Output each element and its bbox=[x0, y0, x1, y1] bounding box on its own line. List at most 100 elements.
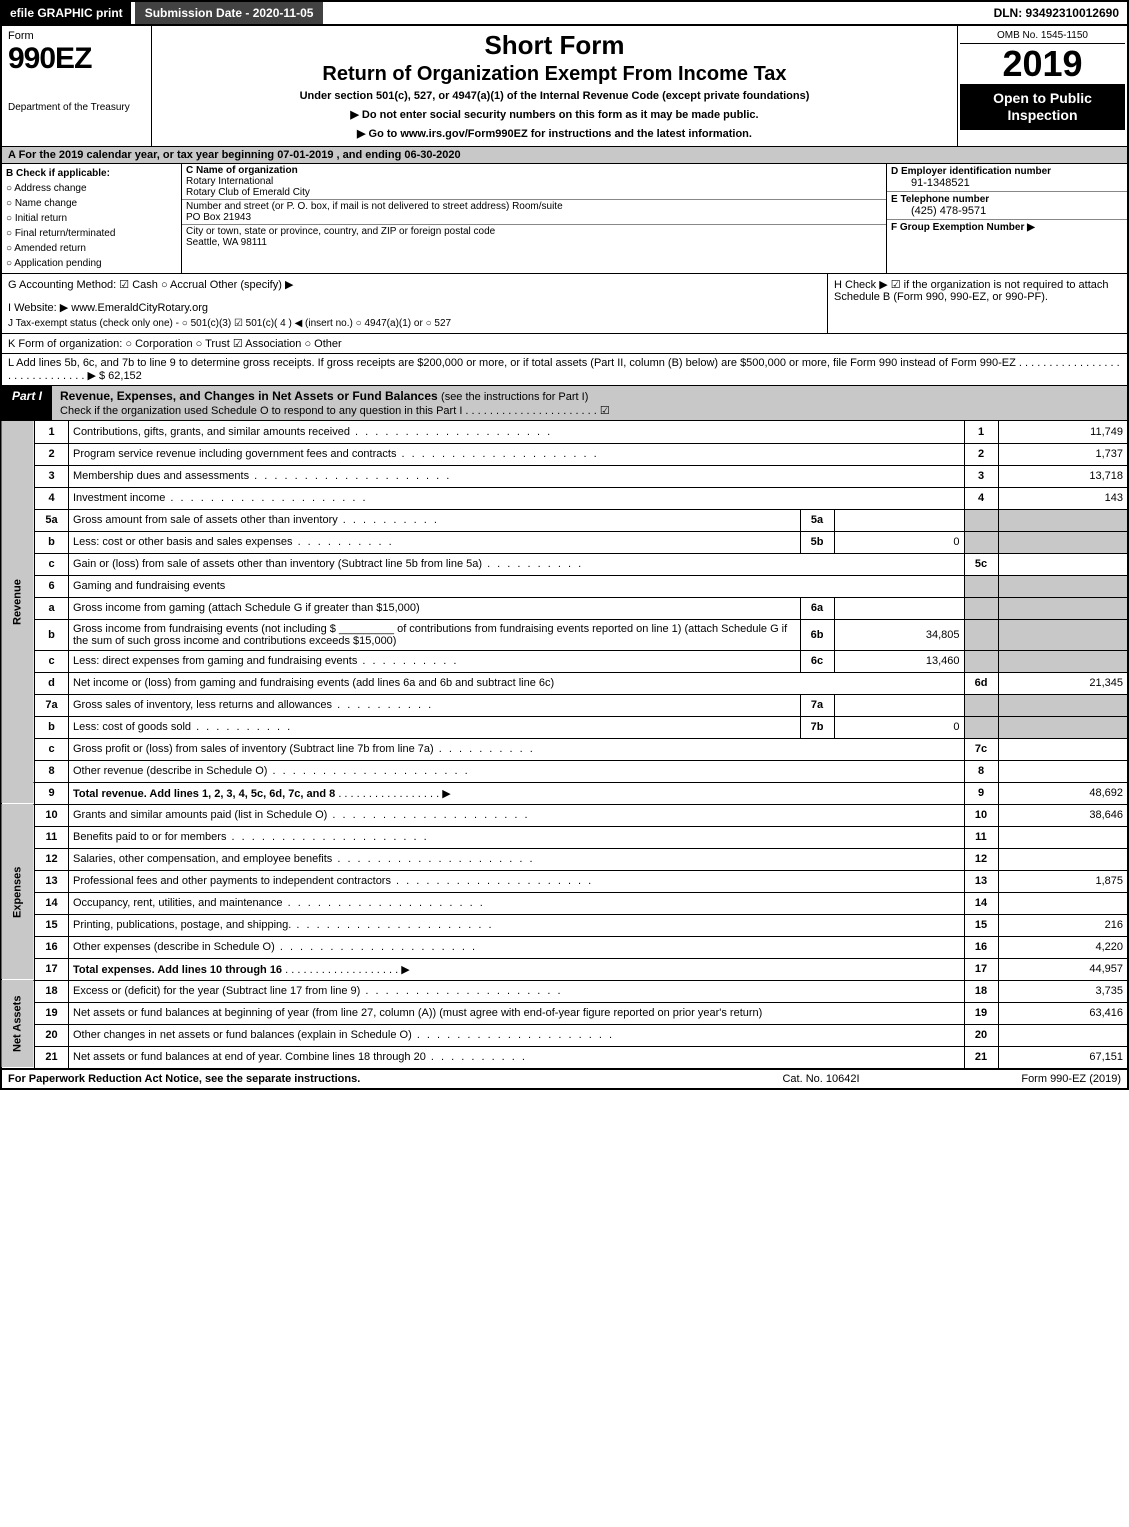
ln-1: 1 bbox=[35, 421, 69, 443]
ln-14: 14 bbox=[35, 892, 69, 914]
mv-7a bbox=[834, 694, 964, 716]
chk-address-change[interactable]: Address change bbox=[6, 181, 177, 196]
short-form-title: Short Form bbox=[162, 30, 947, 61]
form-header: Form 990EZ Department of the Treasury Sh… bbox=[0, 26, 1129, 147]
rv-7a-shade bbox=[998, 694, 1128, 716]
rn-5b-shade bbox=[964, 531, 998, 553]
chk-name-change[interactable]: Name change bbox=[6, 196, 177, 211]
desc-13: Professional fees and other payments to … bbox=[69, 870, 965, 892]
desc-15: Printing, publications, postage, and shi… bbox=[69, 914, 965, 936]
rv-7b-shade bbox=[998, 716, 1128, 738]
ln-16: 16 bbox=[35, 936, 69, 958]
ein-value: 91-1348521 bbox=[891, 177, 1123, 189]
mv-5b: 0 bbox=[834, 531, 964, 553]
rv-4: 143 bbox=[998, 487, 1128, 509]
desc-4: Investment income bbox=[69, 487, 965, 509]
header-right: OMB No. 1545-1150 2019 Open to Public In… bbox=[957, 26, 1127, 146]
ln-17: 17 bbox=[35, 958, 69, 980]
box-c: C Name of organization Rotary Internatio… bbox=[182, 164, 887, 273]
mn-6a: 6a bbox=[800, 597, 834, 619]
addr-value: PO Box 21943 bbox=[186, 212, 251, 223]
rn-14: 14 bbox=[964, 892, 998, 914]
rv-19: 63,416 bbox=[998, 1002, 1128, 1024]
line-i[interactable]: I Website: ▶ www.EmeraldCityRotary.org bbox=[8, 301, 821, 314]
mn-6c: 6c bbox=[800, 650, 834, 672]
section-expenses: Expenses bbox=[1, 804, 35, 980]
rn-9: 9 bbox=[964, 782, 998, 804]
desc-3: Membership dues and assessments bbox=[69, 465, 965, 487]
desc-12: Salaries, other compensation, and employ… bbox=[69, 848, 965, 870]
part-1-title: Revenue, Expenses, and Changes in Net As… bbox=[60, 389, 438, 403]
ln-6b: b bbox=[35, 619, 69, 650]
ln-6c: c bbox=[35, 650, 69, 672]
mv-6a bbox=[834, 597, 964, 619]
rn-17: 17 bbox=[964, 958, 998, 980]
footer-catno: Cat. No. 10642I bbox=[721, 1073, 921, 1085]
submission-date: Submission Date - 2020-11-05 bbox=[135, 2, 324, 24]
rv-1: 11,749 bbox=[998, 421, 1128, 443]
rv-11 bbox=[998, 826, 1128, 848]
mn-5a: 5a bbox=[800, 509, 834, 531]
line-h: H Check ▶ ☑ if the organization is not r… bbox=[827, 274, 1127, 333]
desc-18: Excess or (deficit) for the year (Subtra… bbox=[69, 980, 965, 1002]
open-public: Open to Public Inspection bbox=[960, 84, 1125, 130]
ln-5b: b bbox=[35, 531, 69, 553]
ln-3: 3 bbox=[35, 465, 69, 487]
under-section: Under section 501(c), 527, or 4947(a)(1)… bbox=[162, 90, 947, 102]
ln-12: 12 bbox=[35, 848, 69, 870]
desc-2: Program service revenue including govern… bbox=[69, 443, 965, 465]
part-1-check: Check if the organization used Schedule … bbox=[60, 405, 610, 417]
section-revenue: Revenue bbox=[1, 421, 35, 782]
rv-20 bbox=[998, 1024, 1128, 1046]
ln-5a: 5a bbox=[35, 509, 69, 531]
section-revenue-end bbox=[1, 782, 35, 804]
rv-6-shade bbox=[998, 575, 1128, 597]
rn-19: 19 bbox=[964, 1002, 998, 1024]
header-mid: Short Form Return of Organization Exempt… bbox=[152, 26, 957, 146]
rn-12: 12 bbox=[964, 848, 998, 870]
part-1-tag: Part I bbox=[2, 386, 52, 420]
mv-5a bbox=[834, 509, 964, 531]
desc-7a: Gross sales of inventory, less returns a… bbox=[69, 694, 801, 716]
desc-21: Net assets or fund balances at end of ye… bbox=[69, 1046, 965, 1068]
rv-6d: 21,345 bbox=[998, 672, 1128, 694]
desc-20: Other changes in net assets or fund bala… bbox=[69, 1024, 965, 1046]
chk-final-return[interactable]: Final return/terminated bbox=[6, 226, 177, 241]
rv-8 bbox=[998, 760, 1128, 782]
chk-amended-return[interactable]: Amended return bbox=[6, 241, 177, 256]
rv-10: 38,646 bbox=[998, 804, 1128, 826]
desc-5a: Gross amount from sale of assets other t… bbox=[69, 509, 801, 531]
rn-18: 18 bbox=[964, 980, 998, 1002]
rn-7a-shade bbox=[964, 694, 998, 716]
section-netassets: Net Assets bbox=[1, 980, 35, 1068]
desc-6b: Gross income from fundraising events (no… bbox=[69, 619, 801, 650]
mv-6c: 13,460 bbox=[834, 650, 964, 672]
desc-6c: Less: direct expenses from gaming and fu… bbox=[69, 650, 801, 672]
footer: For Paperwork Reduction Act Notice, see … bbox=[0, 1069, 1129, 1090]
rv-5a-shade bbox=[998, 509, 1128, 531]
ln-20: 20 bbox=[35, 1024, 69, 1046]
rv-7c bbox=[998, 738, 1128, 760]
desc-7c: Gross profit or (loss) from sales of inv… bbox=[69, 738, 965, 760]
dept-label: Department of the Treasury bbox=[8, 102, 145, 113]
rn-11: 11 bbox=[964, 826, 998, 848]
ln-2: 2 bbox=[35, 443, 69, 465]
rn-13: 13 bbox=[964, 870, 998, 892]
mn-5b: 5b bbox=[800, 531, 834, 553]
form-word: Form bbox=[8, 30, 145, 42]
chk-application-pending[interactable]: Application pending bbox=[6, 256, 177, 271]
rv-6c-shade bbox=[998, 650, 1128, 672]
desc-8: Other revenue (describe in Schedule O) bbox=[69, 760, 965, 782]
rv-5b-shade bbox=[998, 531, 1128, 553]
rn-10: 10 bbox=[964, 804, 998, 826]
ln-7b: b bbox=[35, 716, 69, 738]
ln-11: 11 bbox=[35, 826, 69, 848]
rv-6b-shade bbox=[998, 619, 1128, 650]
goto-link[interactable]: ▶ Go to www.irs.gov/Form990EZ for instru… bbox=[162, 127, 947, 140]
chk-initial-return[interactable]: Initial return bbox=[6, 211, 177, 226]
desc-16: Other expenses (describe in Schedule O) bbox=[69, 936, 965, 958]
mv-6b: 34,805 bbox=[834, 619, 964, 650]
ln-8: 8 bbox=[35, 760, 69, 782]
efile-print-label[interactable]: efile GRAPHIC print bbox=[2, 2, 131, 24]
phone-label: E Telephone number bbox=[891, 194, 989, 205]
